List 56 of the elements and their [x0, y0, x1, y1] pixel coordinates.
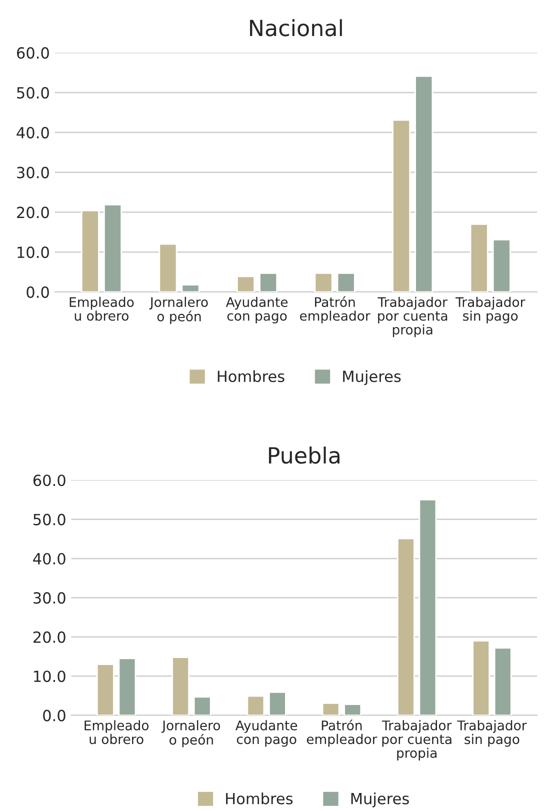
x-tick-label: Trabajador sin pago [457, 720, 527, 747]
bar [193, 696, 212, 716]
legend-label: Hombres [226, 792, 293, 804]
bar [472, 640, 490, 716]
y-tick-label: 0.0 [43, 710, 66, 722]
x-tick-label: Empleado u obrero [70, 296, 134, 321]
x-tick-label: Ayudante con pago [226, 296, 288, 324]
bar [268, 691, 286, 716]
chart-title: Nacional [250, 19, 342, 36]
bar [172, 656, 190, 716]
x-tick-label: Jornalero o peón [149, 296, 208, 324]
legend-label: Mujeres [351, 792, 409, 808]
bar [470, 223, 488, 292]
bar [414, 76, 434, 292]
x-tick-label: Patrón empleador [300, 296, 370, 324]
y-tick-label: 0.0 [26, 286, 49, 298]
x-tick-label: Patrón empleador [306, 720, 378, 747]
chart-title: Puebla [268, 446, 340, 464]
y-tick-label: 60.0 [33, 474, 66, 486]
bar [158, 243, 178, 292]
bar [259, 272, 278, 292]
x-tick-label: Ayudante con pago [235, 720, 298, 747]
y-tick-label: 40.0 [33, 552, 66, 565]
bar [181, 284, 200, 292]
bar [96, 664, 114, 716]
y-tick-label: 20.0 [17, 206, 49, 218]
bar [314, 272, 333, 292]
x-tick-label: Trabajador por cuenta propia [378, 296, 448, 338]
bar [344, 704, 362, 716]
y-tick-label: 50.0 [17, 87, 49, 99]
bar [236, 276, 255, 292]
legend-label: Hombres [218, 370, 284, 382]
y-tick-label: 10.0 [18, 246, 49, 258]
bar [322, 702, 340, 716]
y-tick-label: 50.0 [34, 514, 66, 526]
y-tick-label: 40.0 [16, 126, 49, 138]
bar [118, 658, 136, 716]
legend-label: Mujeres [343, 370, 401, 386]
bar [418, 499, 437, 716]
y-tick-label: 60.0 [16, 47, 49, 59]
x-tick-label: Jornalero o peón [161, 720, 220, 748]
x-tick-label: Trabajador por cuenta propia [382, 720, 452, 760]
y-tick-label: 30.0 [34, 592, 66, 604]
bar [80, 210, 100, 292]
bar [246, 695, 265, 716]
bar [103, 204, 122, 292]
x-tick-label: Trabajador sin pago [455, 296, 526, 324]
bar [396, 538, 415, 716]
y-tick-label: 30.0 [17, 166, 49, 178]
y-tick-label: 10.0 [34, 670, 66, 682]
bar [336, 272, 356, 292]
bar [494, 647, 512, 716]
bar [492, 239, 511, 292]
bar [392, 119, 411, 292]
x-tick-label: Empleado u obrero [84, 720, 149, 744]
y-tick-label: 20.0 [33, 631, 66, 643]
